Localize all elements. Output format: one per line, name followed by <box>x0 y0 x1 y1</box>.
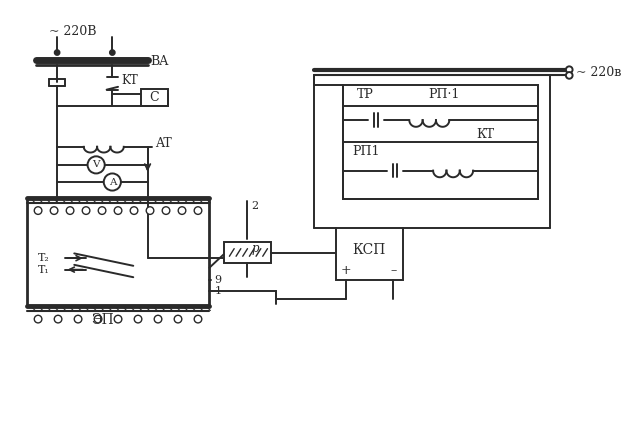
Circle shape <box>98 207 106 214</box>
Circle shape <box>34 315 42 323</box>
Circle shape <box>74 315 82 323</box>
Text: BA: BA <box>150 55 169 67</box>
Circle shape <box>114 207 122 214</box>
Circle shape <box>50 207 58 214</box>
Text: T₂: T₂ <box>38 253 50 263</box>
Text: РП1: РП1 <box>352 145 379 158</box>
Circle shape <box>162 207 170 214</box>
Text: 1: 1 <box>214 285 221 296</box>
Text: V: V <box>92 160 100 169</box>
Bar <box>141 89 168 106</box>
Circle shape <box>134 315 142 323</box>
Text: ~ 220в: ~ 220в <box>576 66 621 79</box>
Text: 9: 9 <box>214 275 221 285</box>
Circle shape <box>114 315 122 323</box>
Text: AT: AT <box>155 138 172 151</box>
Text: C: C <box>150 91 159 104</box>
Circle shape <box>174 315 182 323</box>
Circle shape <box>55 50 59 55</box>
Text: РП·1: РП·1 <box>429 88 460 101</box>
Circle shape <box>34 207 42 214</box>
Circle shape <box>566 72 573 79</box>
Circle shape <box>146 207 154 214</box>
Circle shape <box>82 207 90 214</box>
Text: KT: KT <box>121 74 138 87</box>
Circle shape <box>130 207 138 214</box>
Text: ЭП: ЭП <box>92 313 114 327</box>
Bar <box>343 85 538 199</box>
Circle shape <box>104 174 121 190</box>
Circle shape <box>566 66 573 73</box>
Text: ~ 220B: ~ 220B <box>49 25 97 38</box>
Text: 2: 2 <box>251 201 259 211</box>
Circle shape <box>155 315 162 323</box>
Text: T₁: T₁ <box>38 265 50 274</box>
Circle shape <box>194 315 202 323</box>
Circle shape <box>94 315 102 323</box>
Circle shape <box>54 315 62 323</box>
Text: ТР: ТР <box>357 88 374 101</box>
Text: КСП: КСП <box>353 243 386 257</box>
Circle shape <box>88 156 105 174</box>
Bar <box>224 242 271 263</box>
Text: –: – <box>390 264 396 277</box>
Text: КТ: КТ <box>476 128 494 141</box>
Text: A: A <box>108 178 116 186</box>
Text: +: + <box>340 264 351 277</box>
Bar <box>336 228 402 280</box>
Circle shape <box>194 207 202 214</box>
Circle shape <box>66 207 74 214</box>
Circle shape <box>110 50 115 55</box>
Circle shape <box>178 207 186 214</box>
Text: р: р <box>251 242 259 255</box>
